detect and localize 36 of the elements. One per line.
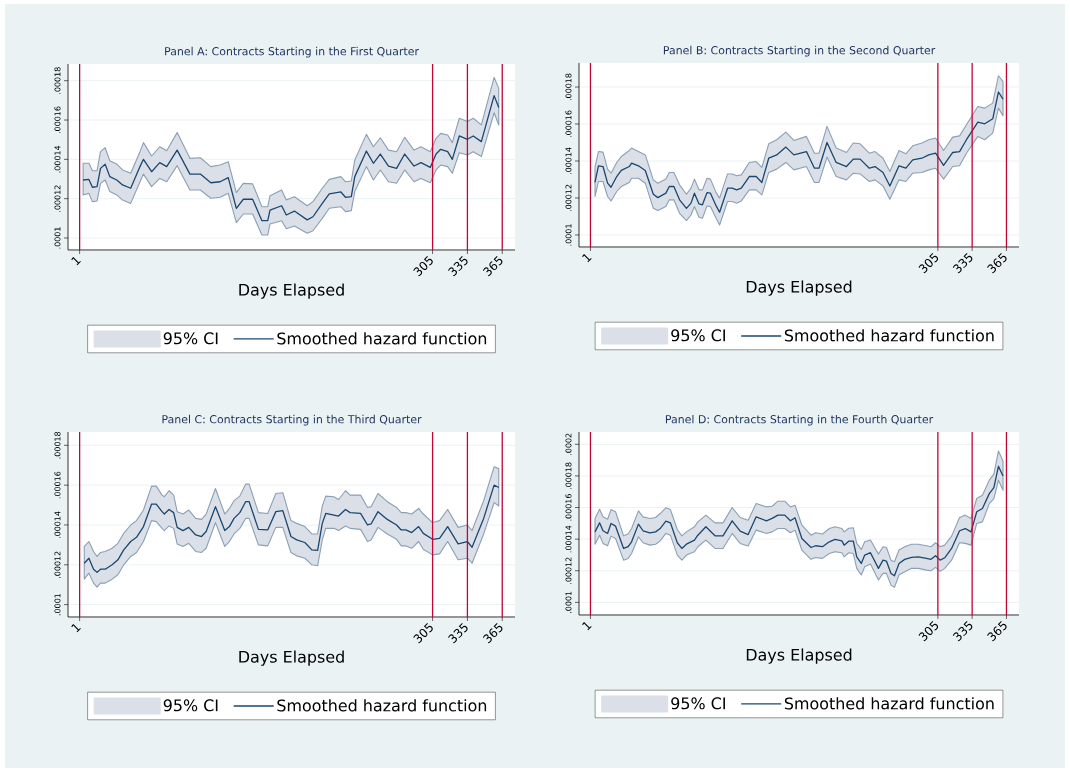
x-tick-label: 365	[987, 252, 1007, 274]
legend-label: Smoothed hazard function	[784, 329, 994, 342]
x-axis-title: Days Elapsed	[239, 283, 344, 299]
x-tick-label: 305	[918, 252, 939, 274]
x-tick-label: 335	[448, 622, 468, 644]
x-tick-label: 305	[413, 255, 433, 277]
x-tick-label: 335	[448, 255, 468, 277]
x-tick-label: 305	[918, 620, 939, 642]
x-tick-label: 365	[987, 620, 1007, 642]
x-tick-label: 365	[482, 622, 503, 644]
chart-title: Panel C: Contracts Starting in the Third Quarter	[162, 414, 422, 426]
legend-title: 95% CI	[163, 332, 218, 345]
chart-title: Panel B: Contracts Starting in the Second Quarter	[663, 45, 936, 57]
x-tick-label: 335	[952, 620, 973, 642]
x-tick-label: 1	[582, 621, 592, 631]
legend-title: 95% CI	[671, 329, 725, 342]
chart-title: Panel D: Contracts Starting in the Fourth Quarter	[665, 414, 934, 426]
x-axis-title: Days Elapsed	[746, 648, 852, 664]
line-series	[83, 484, 500, 574]
legend-label: Smoothed hazard function	[277, 699, 487, 712]
x-tick-label: 1	[71, 623, 81, 633]
line-series	[594, 91, 1004, 213]
x-tick-label: 305	[413, 622, 433, 644]
x-tick-label: 365	[482, 255, 503, 277]
x-tick-label: 1	[582, 253, 592, 263]
x-axis-title: Days Elapsed	[746, 280, 852, 296]
legend-label: Smoothed hazard function	[784, 697, 994, 710]
legend-label: Smoothed hazard function	[277, 332, 487, 345]
x-axis-title: Days Elapsed	[239, 650, 344, 666]
line-series	[82, 94, 500, 222]
chart-title: Panel A: Contracts Starting in the First Quarter	[165, 46, 419, 58]
x-tick-label: 335	[952, 252, 973, 274]
x-tick-label: 1	[71, 256, 81, 266]
legend-title: 95% CI	[163, 699, 218, 712]
line-series	[594, 465, 1004, 577]
legend-title: 95% CI	[671, 697, 725, 710]
